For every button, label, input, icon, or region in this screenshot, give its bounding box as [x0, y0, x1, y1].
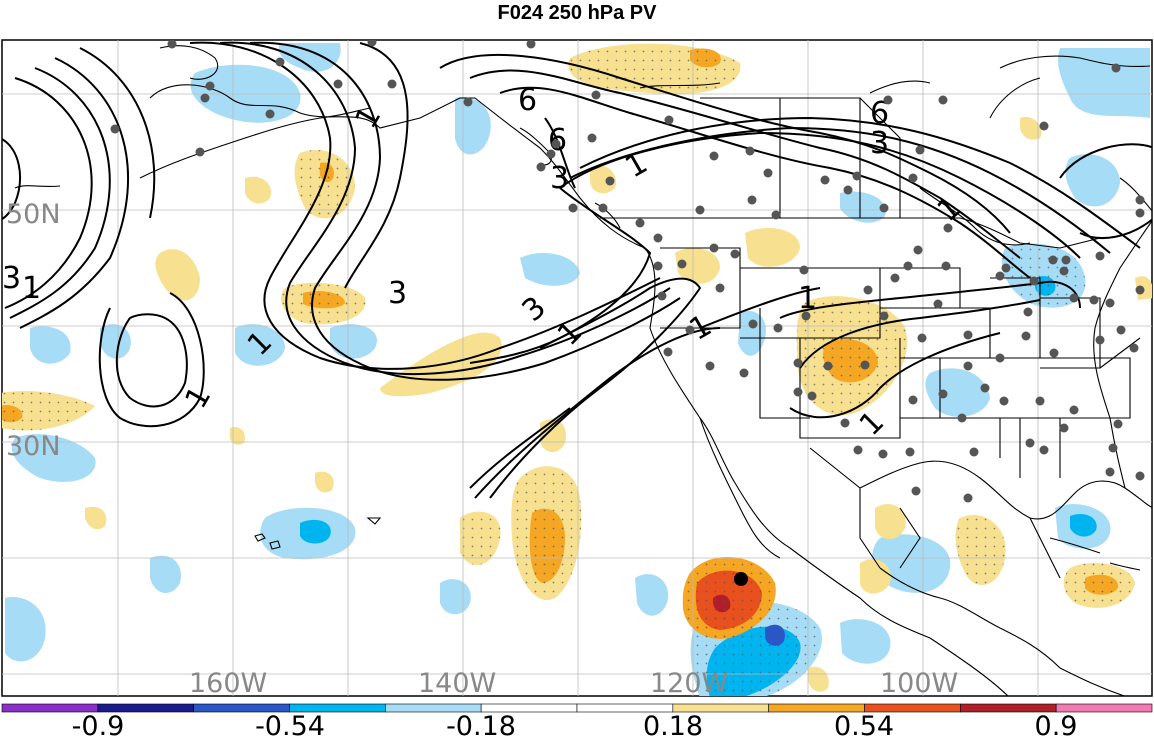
- pv-map: 3 1 1 1 3 1 6 6 3 1 3 1 6 3 1 1 1 1: [1, 39, 1153, 698]
- contour-label: 3: [2, 261, 21, 296]
- colorbar-label: -0.9: [72, 711, 125, 739]
- contour-label: 1: [798, 281, 817, 316]
- colorbar-swatch: [1055, 703, 1153, 713]
- colorbar-swatches: [1, 703, 1153, 713]
- lon-label-140w: 140W: [418, 668, 496, 698]
- lon-label-160w: 160W: [189, 668, 267, 698]
- lon-labels: 160W 140W 120W 100W: [189, 668, 958, 698]
- contour-label: 1: [22, 271, 41, 306]
- colorbar-label: 0.9: [1035, 711, 1078, 739]
- colorbar-labels: -0.9 -0.54 -0.18 0.18 0.54 0.9: [72, 711, 1078, 739]
- lat-labels: 50N 30N: [6, 199, 61, 462]
- contour-label: 6: [870, 96, 889, 131]
- colorbar-label: 0.54: [834, 711, 894, 739]
- station-markers: [110, 40, 1145, 503]
- colorbar-label: -0.18: [446, 711, 516, 739]
- lat-label-30n: 30N: [6, 431, 61, 462]
- significance-stippling: [2, 43, 1135, 696]
- map-frame: [1, 39, 1153, 697]
- pv-contours: [2, 41, 1152, 499]
- chart-title: F024 250 hPa PV: [497, 2, 657, 24]
- highlight-point: [734, 572, 748, 586]
- lat-label-50n: 50N: [6, 199, 61, 230]
- colorbar-label: -0.54: [255, 711, 325, 739]
- colorbar-label: 0.18: [643, 711, 703, 739]
- contour-label: 3: [870, 126, 889, 161]
- colorbar: -0.9 -0.54 -0.18 0.18 0.54 0.9: [1, 703, 1153, 739]
- lon-label-120w: 120W: [650, 668, 728, 698]
- contour-label: 3: [388, 276, 407, 311]
- contour-label: 3: [550, 161, 569, 196]
- contour-label: 6: [518, 83, 537, 118]
- lon-label-100w: 100W: [880, 668, 958, 698]
